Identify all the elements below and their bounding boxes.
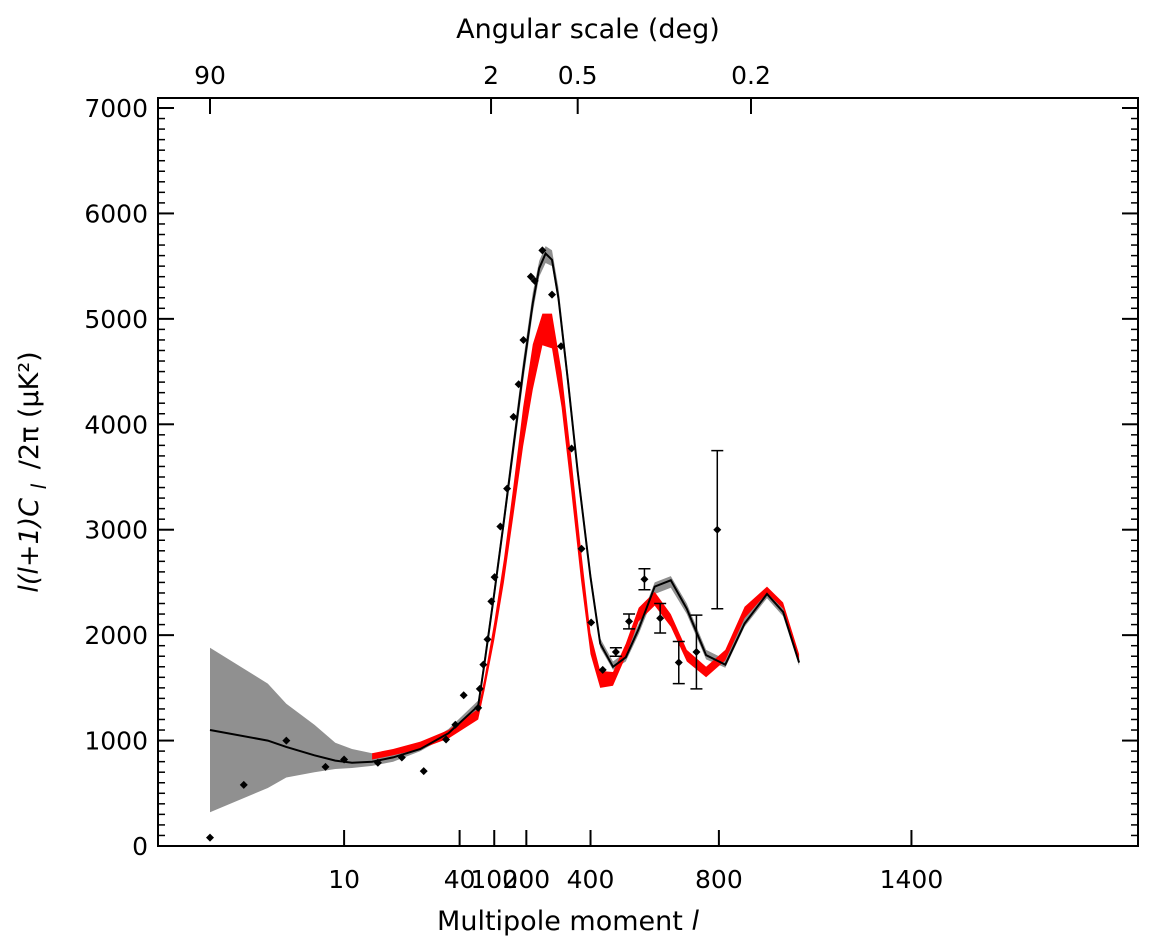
data-point (577, 544, 586, 553)
data-point (713, 525, 722, 534)
data-point (587, 618, 596, 627)
y-axis-title-subscript: l (27, 483, 51, 489)
y-tick-label: 2000 (84, 621, 148, 650)
data-point (490, 573, 499, 582)
data-point (442, 735, 451, 744)
data-point (475, 684, 484, 693)
data-point (548, 290, 557, 299)
data-point (397, 753, 406, 762)
data-point (556, 342, 565, 351)
data-point (692, 648, 701, 657)
x-tick-label: 100 (470, 865, 518, 894)
data-point (239, 780, 248, 789)
data-point (598, 665, 607, 674)
data-point (567, 444, 576, 453)
data-point (483, 635, 492, 644)
data-point (530, 276, 539, 285)
x-axis-title-symbol: l (691, 906, 699, 937)
data-points-layer (206, 246, 724, 842)
y-axis-title-main: l(l+1)C (14, 498, 45, 593)
data-point (656, 614, 665, 623)
x-tick-label: 1400 (880, 865, 944, 894)
data-point (459, 691, 468, 700)
data-point (519, 335, 528, 344)
data-point (340, 755, 349, 764)
x-axis-title-text: Multipole moment (437, 906, 683, 937)
data-point (514, 380, 523, 389)
top-axis-title: Angular scale (deg) (456, 14, 720, 45)
top-tick-label: 2 (483, 61, 499, 90)
top-tick-label: 0.2 (731, 61, 771, 90)
x-tick-label: 10 (328, 865, 360, 894)
y-tick-label: 7000 (84, 94, 148, 123)
tick-layer (158, 98, 1138, 847)
y-tick-label: 0 (132, 832, 148, 861)
y-tick-label: 5000 (84, 305, 148, 334)
top-tick-label: 0.5 (558, 61, 598, 90)
model-line (209, 251, 801, 764)
data-point (674, 658, 683, 667)
x-tick-label: 200 (502, 865, 550, 894)
x-tick-label: 800 (695, 865, 743, 894)
data-point (611, 648, 620, 657)
y-axis-title-suffix: /2π (μK²) (14, 351, 45, 469)
model-line-layer (209, 251, 801, 764)
data-point (282, 736, 291, 745)
data-point (496, 522, 505, 531)
data-point (451, 720, 460, 729)
data-point (373, 758, 382, 767)
data-point (640, 575, 649, 584)
x-tick-label: 400 (567, 865, 615, 894)
data-point (321, 762, 330, 771)
data-point (206, 833, 214, 842)
y-tick-label: 6000 (84, 199, 148, 228)
x-tick-label: 40 (444, 865, 476, 894)
band-layer (210, 246, 800, 813)
data-point (474, 703, 483, 712)
data-point (538, 246, 547, 255)
data-point (503, 484, 512, 493)
data-point (487, 597, 496, 606)
y-axis-title: l(l+1)C l /2π (μK²) (14, 351, 53, 592)
plot-frame (157, 97, 1139, 847)
data-point (526, 272, 535, 281)
y-tick-label: 3000 (84, 516, 148, 545)
data-point (419, 767, 428, 776)
data-point (625, 617, 634, 626)
y-tick-label: 1000 (84, 727, 148, 756)
data-point (479, 660, 488, 669)
top-tick-label: 90 (194, 61, 226, 90)
y-tick-label: 4000 (84, 410, 148, 439)
uncertainty-band-0 (210, 246, 800, 813)
x-axis-title: Multipole moment l (437, 906, 699, 937)
data-point (509, 412, 518, 421)
